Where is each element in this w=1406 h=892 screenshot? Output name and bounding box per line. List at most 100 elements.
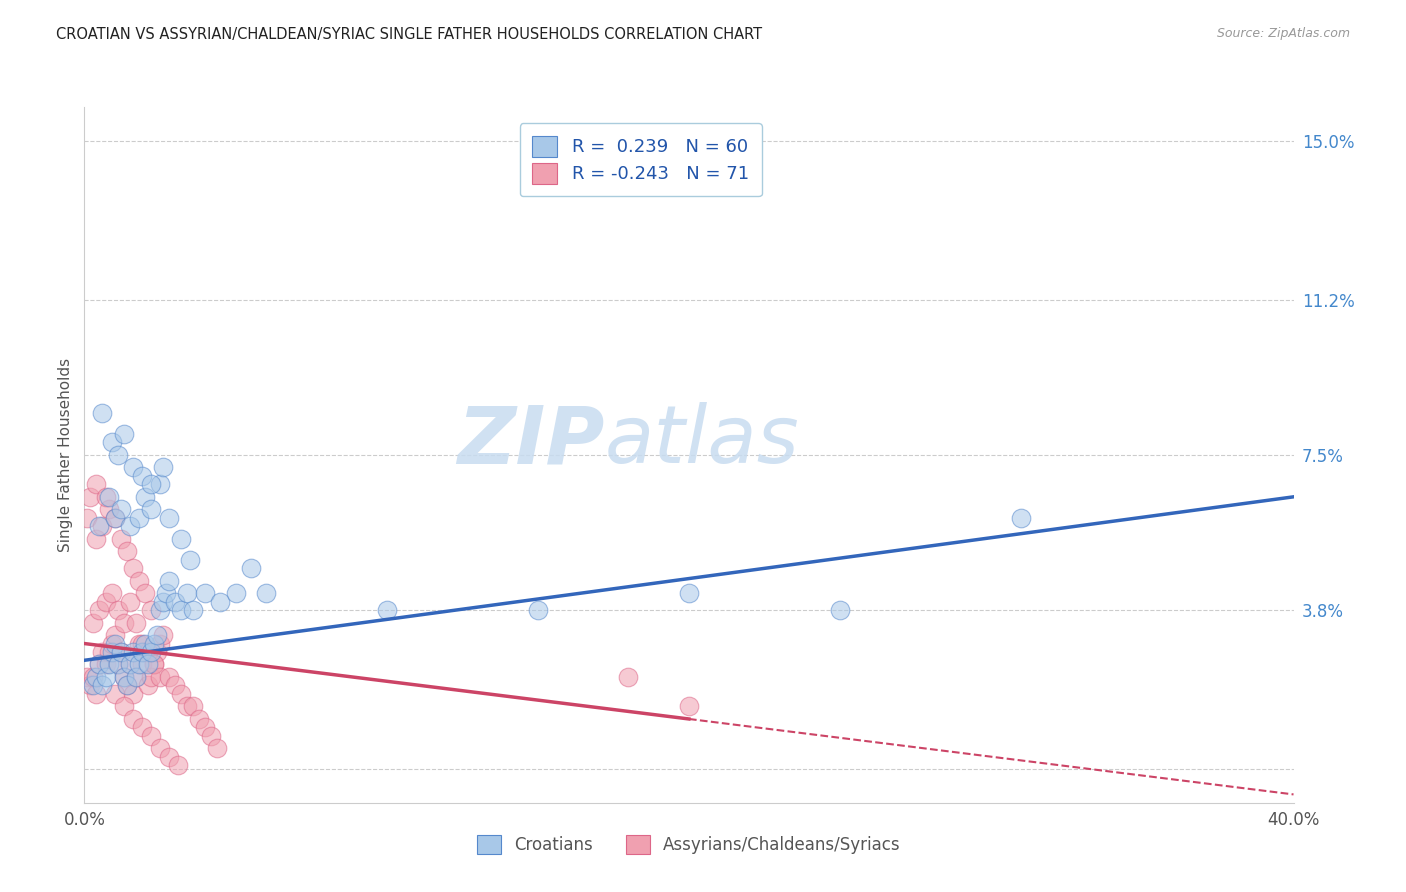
Point bbox=[118, 594, 141, 608]
Point bbox=[128, 657, 150, 672]
Point bbox=[94, 490, 117, 504]
Point bbox=[94, 670, 117, 684]
Point bbox=[149, 603, 172, 617]
Point bbox=[139, 477, 162, 491]
Point bbox=[86, 532, 108, 546]
Point bbox=[188, 712, 211, 726]
Point bbox=[149, 636, 172, 650]
Point bbox=[104, 510, 127, 524]
Point bbox=[104, 636, 127, 650]
Point bbox=[527, 603, 550, 617]
Point bbox=[82, 615, 104, 630]
Point bbox=[91, 645, 114, 659]
Point bbox=[97, 657, 120, 672]
Point bbox=[149, 741, 172, 756]
Point bbox=[181, 699, 204, 714]
Text: Source: ZipAtlas.com: Source: ZipAtlas.com bbox=[1216, 27, 1350, 40]
Text: CROATIAN VS ASSYRIAN/CHALDEAN/SYRIAC SINGLE FATHER HOUSEHOLDS CORRELATION CHART: CROATIAN VS ASSYRIAN/CHALDEAN/SYRIAC SIN… bbox=[56, 27, 762, 42]
Point bbox=[76, 510, 98, 524]
Point bbox=[115, 544, 138, 558]
Point bbox=[118, 519, 141, 533]
Point bbox=[678, 699, 700, 714]
Point bbox=[97, 645, 120, 659]
Point bbox=[139, 670, 162, 684]
Point bbox=[142, 636, 165, 650]
Point bbox=[91, 519, 114, 533]
Point bbox=[100, 645, 122, 659]
Point bbox=[146, 645, 169, 659]
Point bbox=[194, 586, 217, 600]
Point bbox=[94, 594, 117, 608]
Point bbox=[89, 603, 111, 617]
Point bbox=[115, 678, 138, 692]
Point bbox=[181, 603, 204, 617]
Point bbox=[86, 477, 108, 491]
Point bbox=[121, 561, 143, 575]
Point bbox=[1011, 510, 1033, 524]
Point bbox=[165, 594, 187, 608]
Point bbox=[125, 670, 148, 684]
Point bbox=[157, 670, 180, 684]
Point bbox=[115, 678, 138, 692]
Point bbox=[89, 519, 111, 533]
Point bbox=[617, 670, 640, 684]
Point bbox=[110, 532, 132, 546]
Point bbox=[125, 615, 148, 630]
Y-axis label: Single Father Households: Single Father Households bbox=[58, 358, 73, 552]
Point bbox=[136, 657, 159, 672]
Point bbox=[142, 657, 165, 672]
Point bbox=[110, 645, 132, 659]
Point bbox=[157, 574, 180, 588]
Legend: Croatians, Assyrians/Chaldeans/Syriacs: Croatians, Assyrians/Chaldeans/Syriacs bbox=[467, 825, 911, 864]
Point bbox=[239, 561, 262, 575]
Text: atlas: atlas bbox=[605, 402, 799, 480]
Point bbox=[107, 603, 129, 617]
Point bbox=[112, 699, 135, 714]
Point bbox=[375, 603, 398, 617]
Point bbox=[82, 678, 104, 692]
Point bbox=[100, 435, 122, 450]
Point bbox=[128, 574, 150, 588]
Point bbox=[121, 645, 143, 659]
Text: ZIP: ZIP bbox=[457, 402, 605, 480]
Point bbox=[165, 678, 187, 692]
Point bbox=[170, 687, 193, 701]
Point bbox=[97, 502, 120, 516]
Point bbox=[104, 628, 127, 642]
Point bbox=[155, 586, 177, 600]
Point bbox=[76, 670, 98, 684]
Point bbox=[131, 636, 153, 650]
Point bbox=[207, 741, 229, 756]
Point bbox=[112, 427, 135, 442]
Point bbox=[82, 670, 104, 684]
Point bbox=[131, 720, 153, 734]
Point bbox=[125, 670, 148, 684]
Point bbox=[830, 603, 852, 617]
Point bbox=[149, 670, 172, 684]
Point bbox=[118, 657, 141, 672]
Point bbox=[86, 670, 108, 684]
Point bbox=[131, 468, 153, 483]
Point bbox=[121, 712, 143, 726]
Point bbox=[86, 687, 108, 701]
Point bbox=[176, 699, 198, 714]
Point bbox=[152, 460, 174, 475]
Point bbox=[128, 510, 150, 524]
Point bbox=[97, 490, 120, 504]
Point bbox=[112, 615, 135, 630]
Point bbox=[110, 502, 132, 516]
Point bbox=[139, 502, 162, 516]
Point bbox=[121, 687, 143, 701]
Point bbox=[139, 603, 162, 617]
Point bbox=[167, 758, 190, 772]
Point bbox=[254, 586, 277, 600]
Point bbox=[194, 720, 217, 734]
Point bbox=[200, 729, 222, 743]
Point bbox=[209, 594, 232, 608]
Point bbox=[139, 729, 162, 743]
Point bbox=[176, 586, 198, 600]
Point bbox=[225, 586, 247, 600]
Point bbox=[136, 678, 159, 692]
Point bbox=[104, 510, 127, 524]
Point bbox=[136, 645, 159, 659]
